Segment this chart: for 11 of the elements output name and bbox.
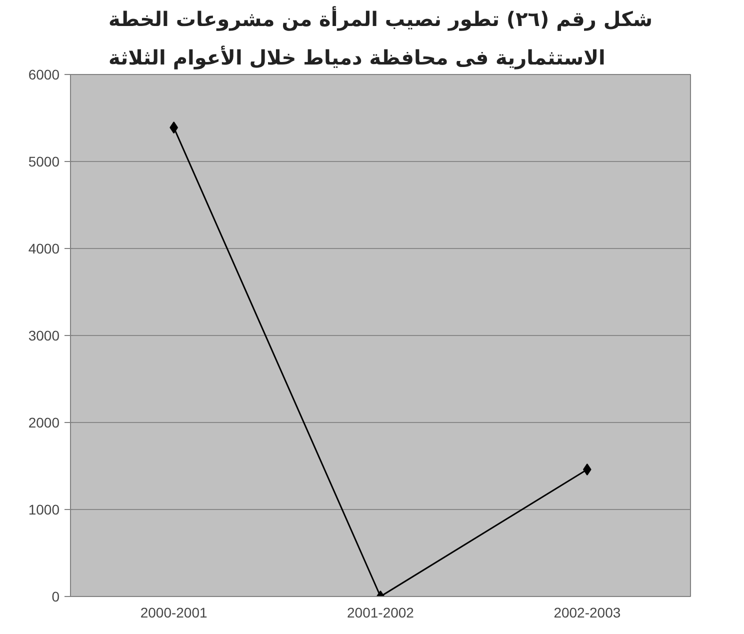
x-tick-label: 2001-2002 <box>347 604 414 620</box>
y-tick-label: 5000 <box>28 154 60 170</box>
y-tick-label: 0 <box>52 588 60 604</box>
x-tick-label: 2002-2003 <box>554 604 621 620</box>
chart-title: شكل رقم (٢٦) تطور نصيب المرأة من مشروعات الخطة الاستثمارية فى محافظة دمياط خلال الأعوام الثلاثة <box>108 6 652 70</box>
x-tick-label: 2000-2001 <box>140 604 208 620</box>
y-tick-label: 3000 <box>28 328 60 344</box>
y-tick-label: 1000 <box>28 502 60 518</box>
y-tick-label: 6000 <box>28 66 60 82</box>
y-tick-label: 4000 <box>28 240 60 256</box>
y-tick-label: 2000 <box>28 414 60 430</box>
